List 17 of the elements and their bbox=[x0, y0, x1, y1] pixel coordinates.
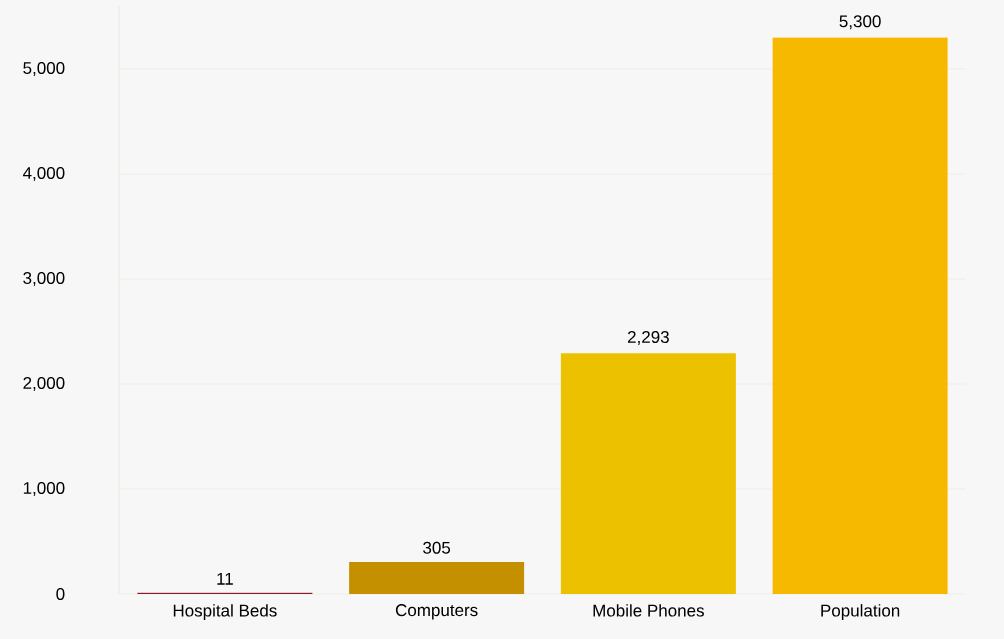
y-tick-label: 4,000 bbox=[22, 166, 65, 182]
y-tick-label: 2,000 bbox=[23, 376, 65, 392]
data-label: 11 bbox=[217, 572, 233, 585]
bar bbox=[560, 353, 736, 594]
y-tick-label: 3,000 bbox=[23, 271, 65, 287]
x-tick-label: Computers bbox=[395, 604, 478, 620]
data-label: 305 bbox=[423, 541, 451, 554]
x-tick-label: Population bbox=[821, 604, 900, 620]
y-tick-label: 5,000 bbox=[23, 61, 65, 77]
y-tick-label: 1,000 bbox=[23, 481, 65, 497]
data-label: 2,293 bbox=[627, 330, 669, 346]
data-label: 5,300 bbox=[839, 15, 881, 30]
x-tick-label: Mobile Phones bbox=[593, 604, 704, 617]
y-tick-label: 0 bbox=[56, 587, 65, 601]
x-tick-label: Hospital Beds bbox=[173, 604, 277, 620]
bar bbox=[349, 561, 525, 594]
bar bbox=[772, 37, 948, 594]
